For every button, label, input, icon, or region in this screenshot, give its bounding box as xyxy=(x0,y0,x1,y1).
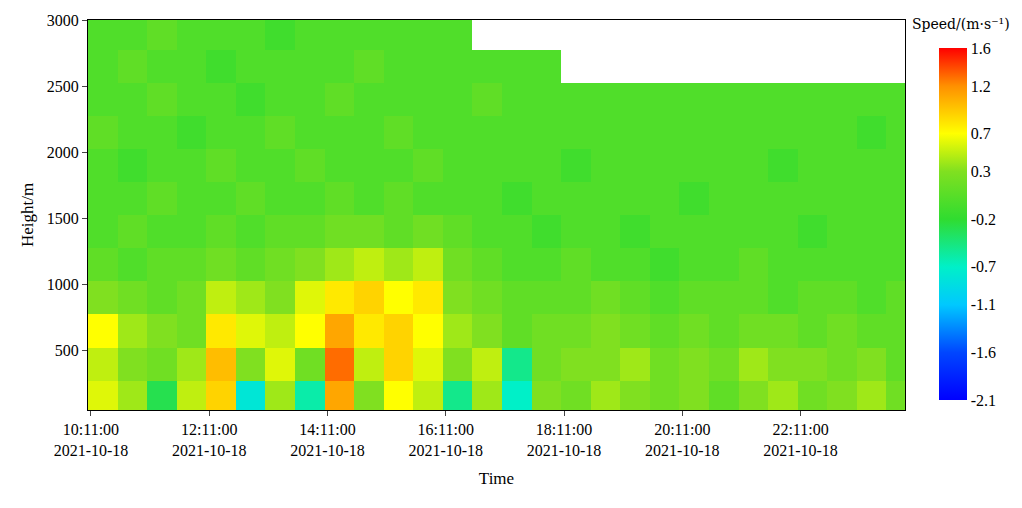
svg-text:10:11:002021-10-18: 10:11:002021-10-18 xyxy=(54,421,129,459)
svg-text:12:11:002021-10-18: 12:11:002021-10-18 xyxy=(172,421,247,459)
svg-text:0.7: 0.7 xyxy=(971,125,991,142)
svg-text:1.2: 1.2 xyxy=(971,78,991,95)
svg-text:18:11:002021-10-18: 18:11:002021-10-18 xyxy=(527,421,602,459)
svg-text:0.3: 0.3 xyxy=(971,163,991,180)
svg-text:2500: 2500 xyxy=(47,78,79,95)
svg-text:1500: 1500 xyxy=(47,210,79,227)
svg-text:14:11:002021-10-18: 14:11:002021-10-18 xyxy=(290,421,365,459)
svg-text:-1.1: -1.1 xyxy=(971,296,996,313)
svg-text:2000: 2000 xyxy=(47,144,79,161)
svg-text:-0.7: -0.7 xyxy=(971,258,996,275)
svg-text:-0.2: -0.2 xyxy=(971,211,996,228)
svg-text:-1.6: -1.6 xyxy=(971,344,996,361)
svg-text:1.6: 1.6 xyxy=(971,40,991,57)
svg-text:Speed/(m·s⁻¹): Speed/(m·s⁻¹) xyxy=(912,16,1010,32)
svg-text:Height/m: Height/m xyxy=(18,183,37,247)
svg-text:20:11:002021-10-18: 20:11:002021-10-18 xyxy=(645,421,720,459)
svg-text:3000: 3000 xyxy=(47,12,79,29)
svg-text:Time: Time xyxy=(479,469,514,488)
svg-text:1000: 1000 xyxy=(47,276,79,293)
svg-text:16:11:002021-10-18: 16:11:002021-10-18 xyxy=(408,421,483,459)
svg-text:-2.1: -2.1 xyxy=(971,392,996,409)
svg-text:22:11:002021-10-18: 22:11:002021-10-18 xyxy=(763,421,838,459)
svg-text:500: 500 xyxy=(55,342,79,359)
